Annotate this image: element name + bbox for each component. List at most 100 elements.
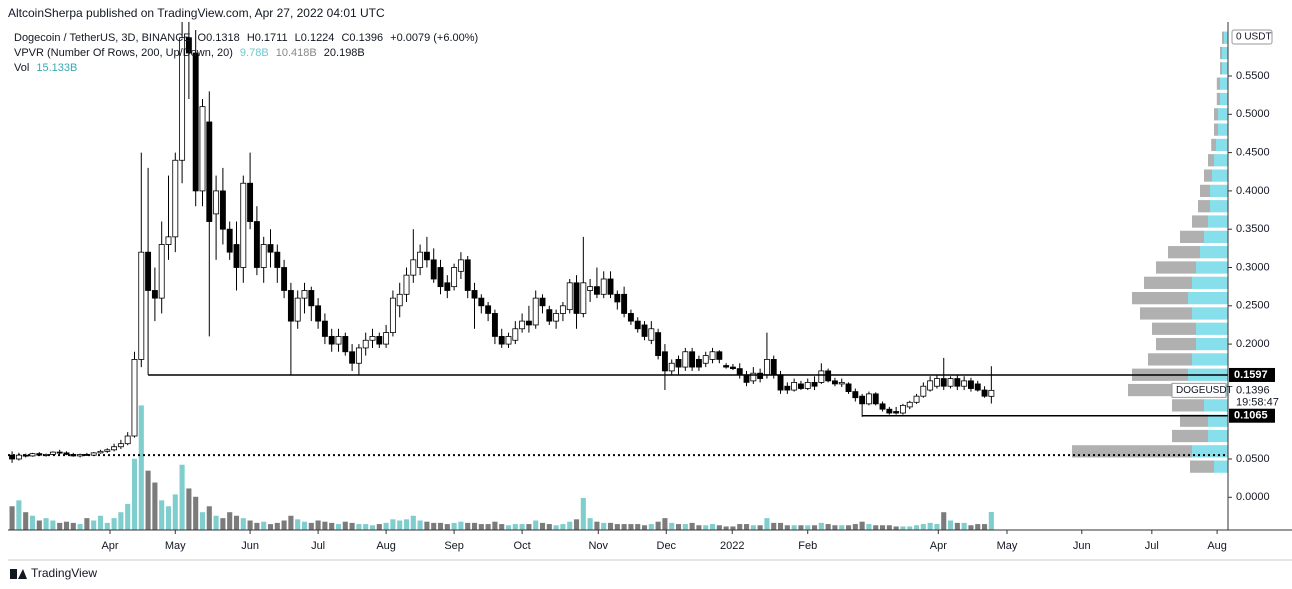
volume-bar bbox=[36, 520, 42, 530]
profile-down bbox=[1211, 138, 1216, 152]
vpvr-up: 9.78B bbox=[240, 47, 269, 59]
candle-body bbox=[260, 244, 267, 268]
candle-body bbox=[770, 359, 777, 376]
profile-down bbox=[1140, 307, 1192, 320]
candle-body bbox=[498, 336, 505, 345]
volume-bar bbox=[662, 518, 668, 530]
candle-body bbox=[593, 286, 600, 295]
symbol-badge bbox=[1171, 382, 1227, 398]
logo-mark bbox=[18, 569, 27, 579]
profile-down bbox=[1156, 261, 1196, 274]
volume-bar bbox=[410, 515, 416, 530]
profile-up bbox=[1218, 123, 1228, 136]
candle-body bbox=[981, 389, 988, 397]
candle-body bbox=[777, 374, 784, 391]
profile-down bbox=[1190, 460, 1214, 473]
x-tick-label: Sep bbox=[444, 540, 464, 552]
volume-bar bbox=[485, 524, 491, 530]
volume-bar bbox=[77, 524, 83, 530]
x-tick-label: Nov bbox=[588, 540, 608, 552]
candle-body bbox=[600, 278, 607, 295]
profile-up bbox=[1222, 46, 1228, 60]
candle-body bbox=[587, 286, 594, 291]
candle-body bbox=[321, 320, 328, 337]
legend-change: +0.0079 (+6.00%) bbox=[390, 32, 478, 44]
profile-up bbox=[1208, 429, 1228, 443]
candle-body bbox=[804, 381, 811, 389]
volume-bar bbox=[179, 464, 185, 530]
profile-down bbox=[1156, 337, 1196, 351]
volume-bar bbox=[63, 521, 70, 530]
x-tick-label: May bbox=[997, 540, 1018, 552]
volume-bar bbox=[805, 525, 811, 530]
candle-body bbox=[410, 259, 417, 276]
volume-bar bbox=[621, 524, 627, 530]
profile-up bbox=[1214, 154, 1228, 167]
candle-body bbox=[226, 228, 233, 253]
profile-up bbox=[1196, 261, 1228, 274]
profile-up bbox=[1196, 322, 1228, 335]
candle-body bbox=[131, 359, 138, 437]
candle-body bbox=[308, 290, 315, 307]
volume-bar bbox=[961, 522, 967, 530]
profile-down bbox=[1148, 353, 1192, 366]
legend-volume: Vol 15.133B bbox=[14, 62, 77, 74]
candle-body bbox=[974, 383, 981, 391]
volume-bar bbox=[213, 515, 219, 530]
volume-bar bbox=[505, 525, 512, 530]
volume-bar bbox=[369, 525, 376, 530]
volume-bar bbox=[757, 525, 763, 530]
candle-body bbox=[865, 393, 872, 405]
unit-badge[interactable] bbox=[1231, 29, 1273, 45]
volume-bar bbox=[587, 518, 593, 530]
candle-body bbox=[335, 336, 342, 345]
profile-up bbox=[1218, 108, 1228, 121]
candle-body bbox=[15, 454, 22, 460]
profile-down bbox=[1222, 31, 1224, 44]
x-tick-label: Jun bbox=[1073, 540, 1091, 552]
candle-body bbox=[376, 336, 383, 345]
profile-up bbox=[1210, 184, 1228, 198]
candle-body bbox=[634, 320, 641, 330]
volume-bar bbox=[118, 512, 124, 530]
candle-body bbox=[573, 282, 580, 314]
volume-bar bbox=[594, 521, 600, 530]
candle-body bbox=[437, 267, 444, 288]
volume-bar bbox=[648, 524, 654, 530]
volume-bar bbox=[50, 520, 56, 530]
candle-body bbox=[287, 290, 294, 322]
candle-body bbox=[274, 251, 281, 268]
candle-body bbox=[104, 449, 111, 452]
profile-up bbox=[1192, 307, 1228, 320]
y-tick-label: 0.5000 bbox=[1236, 108, 1270, 120]
profile-up bbox=[1216, 138, 1228, 152]
profile-down bbox=[1152, 322, 1196, 335]
profile-down bbox=[1220, 46, 1222, 60]
candle-body bbox=[621, 293, 628, 314]
volume-bar bbox=[29, 515, 36, 530]
candle-body bbox=[444, 282, 451, 291]
candle-body bbox=[56, 451, 63, 454]
volume-bar bbox=[655, 521, 661, 530]
candle-body bbox=[97, 450, 104, 454]
volume-bar bbox=[16, 500, 22, 530]
candle-body bbox=[43, 453, 50, 456]
volume-bar bbox=[43, 518, 49, 530]
candle-body bbox=[532, 297, 539, 326]
volume-bar bbox=[97, 515, 104, 530]
volume-bar bbox=[737, 524, 743, 530]
candle-body bbox=[791, 381, 798, 391]
volume-bar bbox=[70, 522, 76, 530]
candle-body bbox=[580, 282, 587, 314]
profile-up bbox=[1204, 230, 1228, 243]
legend-vpvr: VPVR (Number Of Rows, 200, Up/Down, 20) … bbox=[14, 47, 365, 59]
x-tick-label: Dec bbox=[657, 540, 677, 552]
volume-bar bbox=[417, 520, 423, 530]
candle-body bbox=[920, 385, 927, 397]
y-tick-label: 0.3000 bbox=[1236, 261, 1270, 273]
candle-body bbox=[641, 324, 648, 337]
volume-bar bbox=[893, 526, 899, 530]
volume-bar bbox=[709, 524, 716, 530]
profile-up bbox=[1188, 292, 1228, 305]
volume-bar bbox=[641, 525, 648, 530]
